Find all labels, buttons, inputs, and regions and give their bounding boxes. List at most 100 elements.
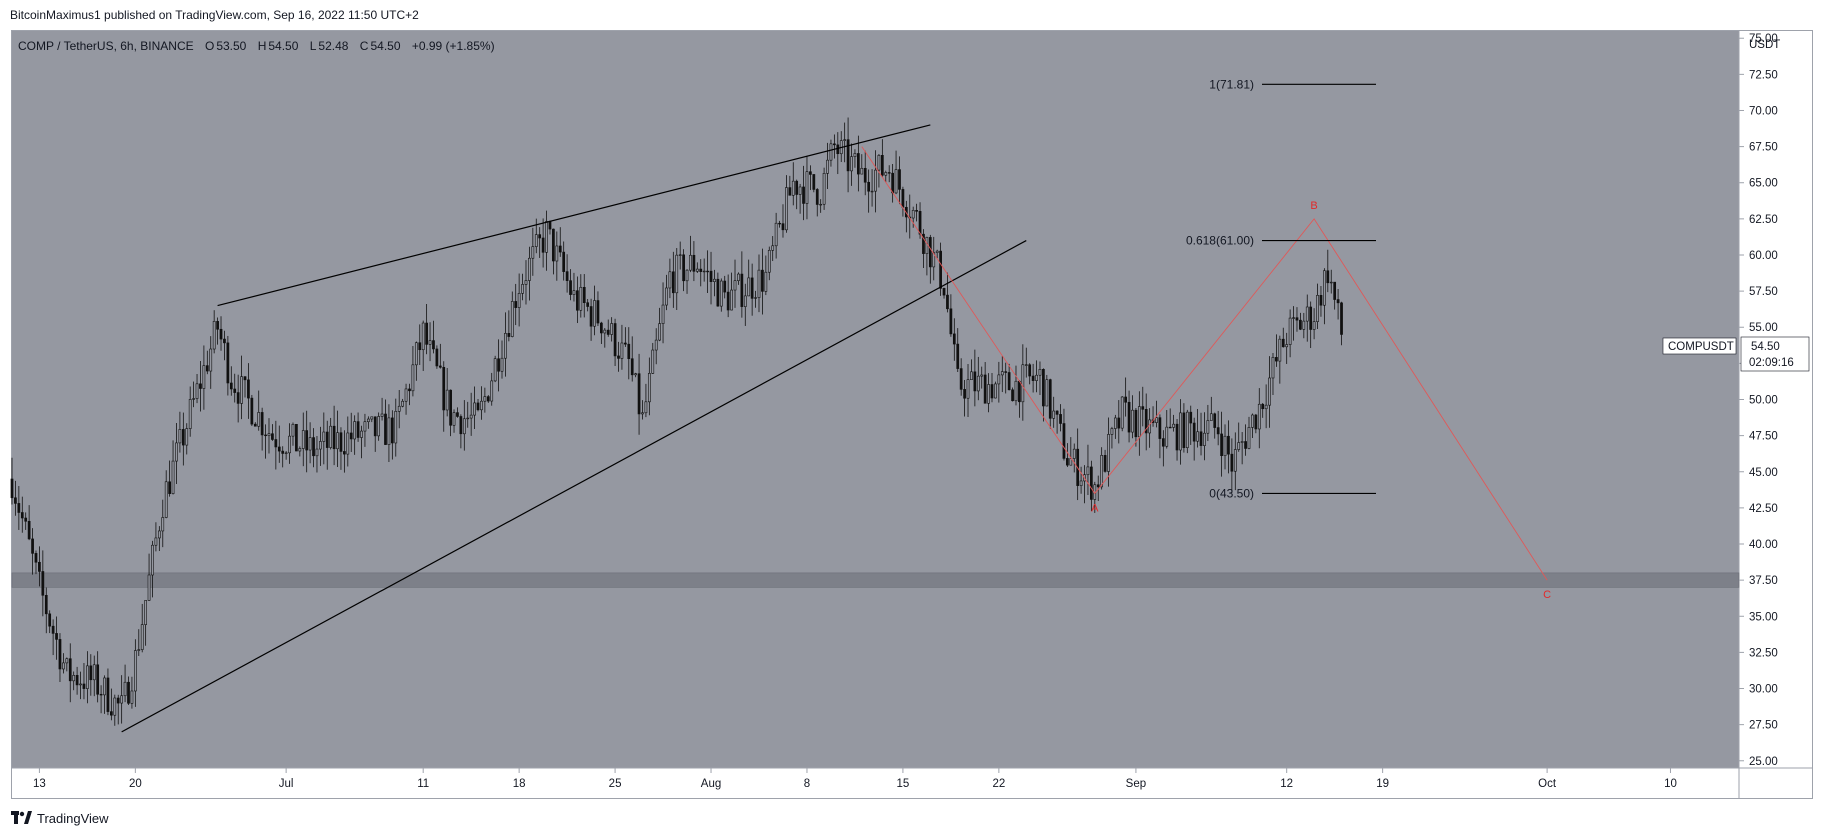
candle — [1090, 460, 1093, 512]
candle — [1285, 332, 1289, 364]
candle — [661, 282, 665, 344]
candle — [1206, 404, 1210, 442]
candle — [236, 374, 240, 423]
candle — [1247, 416, 1251, 450]
candle — [785, 175, 788, 233]
candle — [86, 651, 89, 704]
candle — [175, 422, 178, 485]
symbol-tag: COMPUSDT — [1668, 341, 1734, 353]
tradingview-logo-icon — [11, 811, 33, 825]
candle — [555, 231, 559, 281]
candle — [1268, 356, 1271, 428]
candle — [1103, 449, 1107, 473]
candle — [1038, 361, 1042, 395]
price-tag-box — [1740, 336, 1810, 372]
candle — [181, 412, 185, 466]
candle — [360, 425, 363, 459]
time-tick-label: 18 — [513, 778, 526, 790]
candle — [1230, 438, 1234, 494]
candle — [1329, 269, 1333, 294]
candle — [774, 212, 778, 259]
candle — [178, 411, 182, 453]
candle — [404, 383, 408, 415]
candle — [1209, 396, 1213, 421]
candle — [274, 420, 278, 470]
candle — [956, 328, 960, 372]
candle — [233, 373, 237, 403]
candle — [576, 276, 579, 324]
plot-area[interactable] — [12, 31, 1739, 768]
legend-high-value: 54.50 — [268, 39, 298, 53]
candle — [459, 414, 463, 449]
candle — [887, 165, 891, 183]
candle — [1271, 352, 1275, 395]
legend: COMP / TetherUS, 6h, BINANCE O 53.50 H 54.… — [18, 39, 495, 53]
candle — [833, 134, 836, 159]
candle — [1244, 424, 1247, 456]
candle — [613, 318, 617, 367]
tradingview-logo[interactable]: TradingView — [11, 808, 109, 828]
candle — [922, 229, 925, 269]
candle — [600, 321, 603, 344]
candle — [970, 359, 973, 380]
candle — [863, 150, 867, 196]
candle — [740, 251, 744, 318]
candle — [1059, 404, 1062, 432]
candle — [20, 496, 24, 533]
candle — [325, 420, 329, 470]
candle — [469, 392, 473, 436]
candle — [1192, 417, 1196, 461]
wave-label-b: B — [1310, 200, 1317, 212]
candle — [949, 294, 953, 337]
candle — [82, 663, 86, 700]
candle — [1048, 378, 1052, 429]
trendline[interactable] — [217, 124, 931, 307]
candle — [260, 407, 264, 451]
candle — [243, 376, 247, 398]
candle — [476, 398, 480, 412]
candle — [1275, 334, 1278, 367]
price-tick-label: 60.00 — [1749, 250, 1778, 262]
candle — [1144, 393, 1148, 451]
candle — [1336, 289, 1340, 320]
candle — [1189, 405, 1193, 445]
candle — [462, 400, 466, 451]
candle — [199, 361, 202, 412]
candle — [767, 246, 771, 281]
trendline[interactable] — [121, 240, 1027, 733]
candle — [51, 619, 55, 656]
candle — [473, 386, 476, 430]
candle — [171, 440, 175, 495]
price-axis[interactable] — [1739, 31, 1812, 768]
candle — [850, 143, 853, 186]
candle — [627, 327, 631, 380]
candle — [229, 366, 233, 396]
candle — [898, 156, 901, 205]
candle — [692, 241, 696, 282]
candle — [301, 412, 305, 467]
candle — [185, 423, 189, 455]
candle — [915, 203, 918, 222]
candle — [209, 336, 213, 389]
candle — [521, 273, 524, 301]
candle — [1182, 403, 1186, 453]
candle — [438, 343, 442, 369]
candle — [1096, 475, 1100, 502]
candle — [421, 320, 425, 371]
candle — [157, 526, 161, 551]
candle — [144, 600, 147, 646]
candle — [538, 227, 542, 258]
candle — [884, 170, 888, 183]
candle — [976, 356, 980, 401]
price-tick-label: 47.50 — [1749, 431, 1778, 443]
candle — [620, 324, 624, 370]
elliott-wave-path[interactable] — [861, 146, 1548, 581]
candle — [1237, 422, 1241, 452]
candle — [1086, 444, 1090, 496]
candle — [387, 404, 391, 462]
price-tick-label: 42.50 — [1749, 503, 1778, 515]
candle — [507, 310, 511, 342]
candle — [250, 394, 254, 426]
candle — [788, 175, 792, 196]
